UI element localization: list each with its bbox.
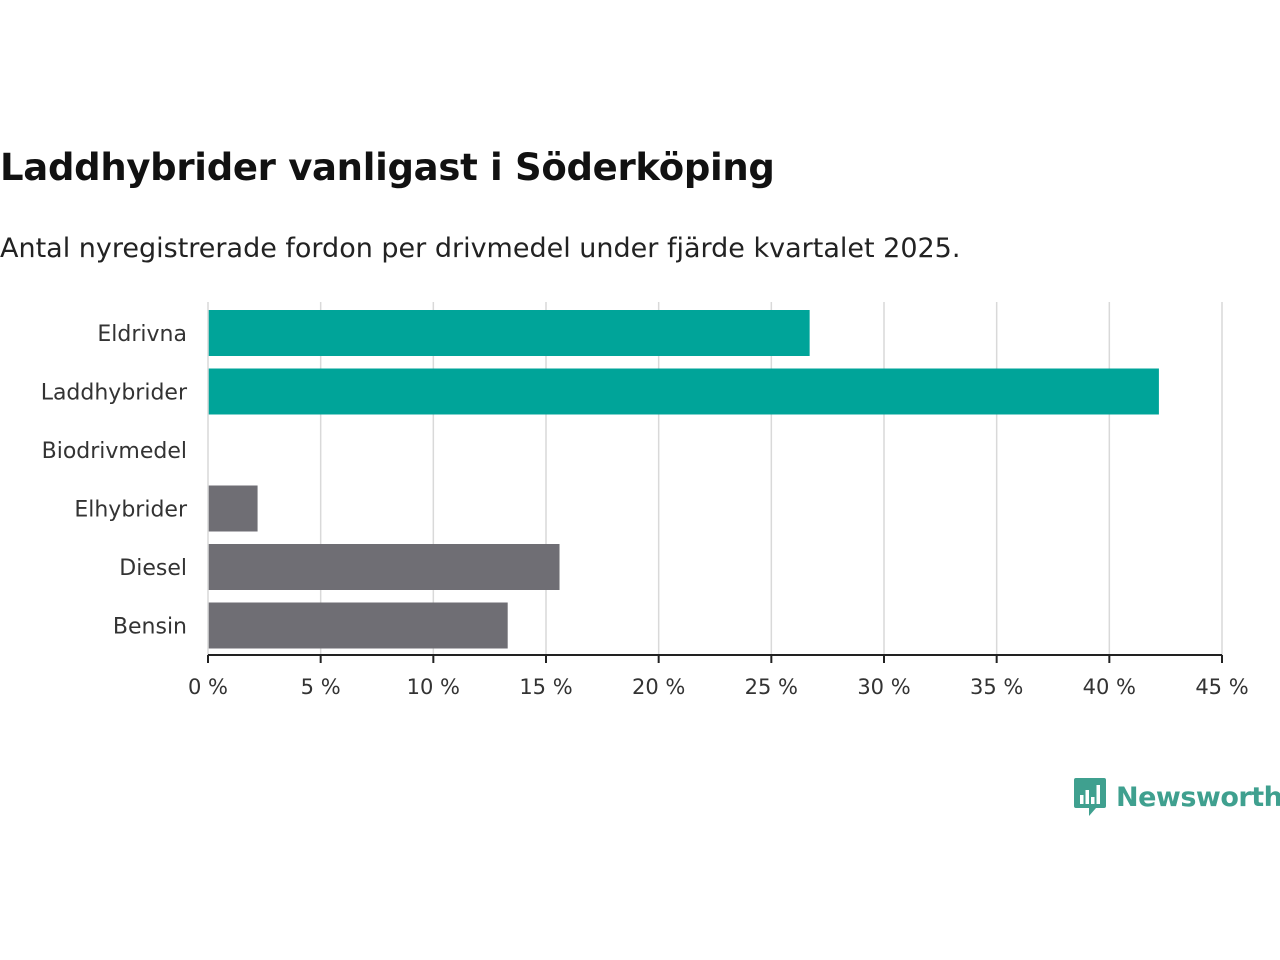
category-label: Biodrivmedel: [42, 439, 187, 464]
x-tick-label: 15 %: [519, 675, 572, 699]
bar-eldrivna: [208, 310, 810, 356]
category-label: Bensin: [113, 615, 187, 640]
bar-bensin: [208, 602, 508, 649]
chart-title: Laddhybrider vanligast i Söderköping: [0, 146, 775, 189]
x-tick-label: 45 %: [1195, 675, 1248, 699]
x-tick-label: 0 %: [188, 675, 228, 699]
bar-elhybrider: [208, 485, 258, 532]
x-tick-label: 35 %: [970, 675, 1023, 699]
category-label: Elhybrider: [74, 498, 188, 523]
newsworthy-logo: Newsworthy: [1072, 776, 1280, 818]
bar-laddhybrider: [208, 368, 1159, 415]
brand-name: Newsworthy: [1116, 781, 1280, 813]
x-tick-label: 20 %: [632, 675, 685, 699]
category-label: Laddhybrider: [41, 381, 188, 406]
chart-subtitle: Antal nyregistrerade fordon per drivmede…: [0, 233, 961, 264]
x-tick-label: 30 %: [857, 675, 910, 699]
x-tick-label: 40 %: [1083, 675, 1136, 699]
x-tick-label: 5 %: [301, 675, 341, 699]
x-tick-label: 10 %: [407, 675, 460, 699]
bar-diesel: [208, 544, 560, 590]
category-label: Eldrivna: [97, 322, 187, 347]
category-label: Diesel: [119, 556, 187, 581]
x-tick-label: 25 %: [745, 675, 798, 699]
bar-chart-logo-icon: [1074, 778, 1106, 816]
